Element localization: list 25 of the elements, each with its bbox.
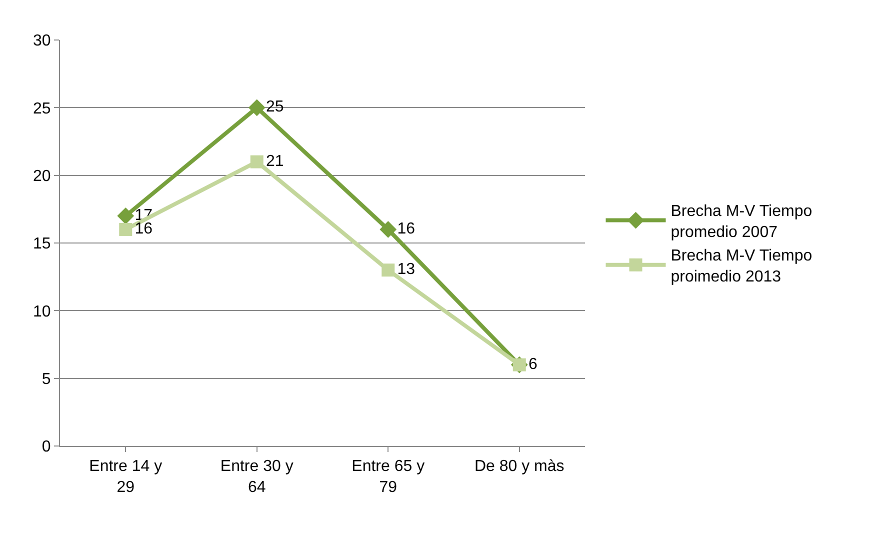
- data-label: 13: [397, 261, 416, 278]
- point: [248, 99, 266, 116]
- y-tick-label: 30: [33, 32, 51, 50]
- y-tick-label: 5: [42, 370, 51, 388]
- y-tick-label: 20: [33, 168, 51, 185]
- point: [382, 264, 395, 277]
- x-tick-label: De 80 y màs: [474, 458, 564, 476]
- point: [117, 207, 134, 224]
- y-tick-label: 15: [33, 236, 51, 253]
- point: [380, 221, 397, 238]
- legend-label: Brecha M-V Tiempo proimedio 2013: [670, 248, 812, 286]
- data-label: 6: [528, 356, 538, 373]
- data-label: 25: [266, 98, 284, 116]
- y-tick-label: 0: [42, 438, 51, 456]
- data-label: 21: [266, 152, 284, 170]
- point: [119, 222, 132, 236]
- point: [250, 155, 264, 168]
- x-tick-label: Entre 14 y 29: [89, 458, 162, 496]
- legend-label: Brecha M-V Tiempo promedio 2007: [670, 203, 812, 241]
- y-tick-label: 10: [33, 303, 51, 320]
- y-tick-label: 25: [33, 100, 51, 118]
- data-label: 16: [397, 220, 416, 238]
- data-label: 16: [134, 220, 153, 238]
- x-tick-label: Entre 30 y 64: [220, 458, 294, 496]
- x-tick-label: Entre 65 y 79: [352, 458, 425, 496]
